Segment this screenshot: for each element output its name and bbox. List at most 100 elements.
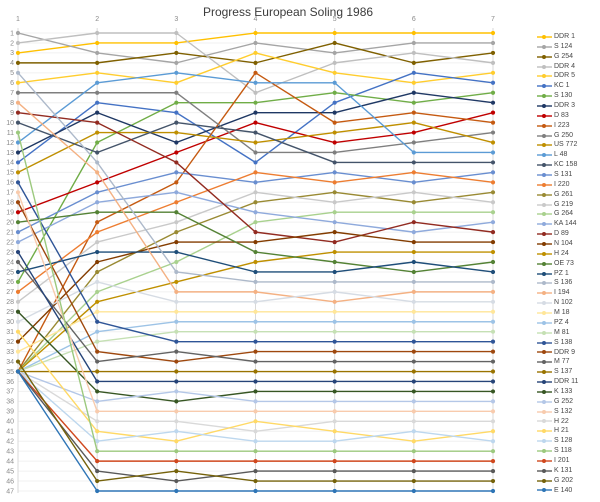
data-point-marker bbox=[490, 30, 496, 36]
x-tick-label: 4 bbox=[254, 16, 258, 23]
y-tick-label: 43 bbox=[6, 448, 14, 455]
legend-item: D 83 bbox=[537, 111, 599, 121]
data-point-marker bbox=[411, 269, 416, 275]
y-tick-label: 2 bbox=[10, 40, 14, 47]
data-point-marker bbox=[332, 369, 337, 374]
data-point-marker bbox=[332, 468, 337, 474]
series-l-48 bbox=[15, 70, 496, 155]
legend-label: M 81 bbox=[554, 328, 570, 336]
legend-line-swatch-icon bbox=[537, 429, 552, 434]
data-point-marker bbox=[174, 249, 179, 255]
y-tick-label: 4 bbox=[10, 60, 14, 67]
data-point-marker bbox=[411, 80, 416, 85]
data-point-marker bbox=[490, 40, 496, 46]
data-point-marker bbox=[332, 359, 337, 364]
data-point-marker bbox=[15, 70, 21, 75]
series-h-21 bbox=[15, 329, 496, 444]
y-tick-label: 18 bbox=[6, 200, 14, 207]
series-ddr-9 bbox=[15, 200, 496, 364]
data-point-marker bbox=[253, 150, 258, 155]
legend-line-swatch-icon bbox=[537, 153, 552, 158]
data-point-marker bbox=[411, 389, 416, 394]
data-point-marker bbox=[411, 230, 416, 235]
series-n-104 bbox=[15, 230, 496, 344]
data-point-marker bbox=[15, 170, 21, 175]
data-point-marker bbox=[411, 70, 416, 75]
legend-label: S 132 bbox=[554, 407, 573, 415]
data-point-marker bbox=[174, 150, 179, 155]
series-ddr-11 bbox=[15, 249, 496, 384]
legend-line-swatch-icon bbox=[537, 380, 552, 384]
data-point-marker bbox=[332, 170, 337, 175]
x-tick-label: 1 bbox=[16, 16, 20, 23]
legend-item: S 132 bbox=[537, 407, 599, 417]
data-point-marker bbox=[332, 259, 337, 265]
data-point-marker bbox=[253, 468, 258, 474]
legend-item: N 102 bbox=[537, 298, 599, 308]
legend-label: G 252 bbox=[554, 397, 574, 405]
data-point-marker bbox=[253, 349, 258, 354]
legend-line-swatch-icon bbox=[537, 54, 552, 59]
data-point-marker bbox=[332, 299, 337, 304]
y-tick-label: 3 bbox=[10, 50, 14, 57]
legend-item: G 264 bbox=[537, 209, 599, 219]
data-point-marker bbox=[95, 459, 100, 464]
legend-label: I 220 bbox=[554, 180, 570, 188]
data-point-marker bbox=[95, 249, 100, 255]
legend-item: G 250 bbox=[537, 131, 599, 141]
legend-label: N 102 bbox=[554, 299, 573, 307]
data-point-marker bbox=[490, 130, 496, 135]
y-tick-label: 12 bbox=[6, 140, 14, 147]
legend-item: DDR 9 bbox=[537, 348, 599, 358]
data-point-marker bbox=[174, 409, 179, 414]
data-point-marker bbox=[253, 339, 258, 344]
data-point-marker bbox=[490, 478, 496, 484]
legend-item: I 194 bbox=[537, 288, 599, 298]
y-tick-label: 25 bbox=[6, 269, 14, 276]
data-point-marker bbox=[411, 220, 416, 225]
data-point-marker bbox=[174, 379, 179, 384]
data-point-marker bbox=[174, 319, 179, 324]
y-tick-label: 20 bbox=[6, 219, 14, 226]
data-point-marker bbox=[411, 329, 416, 334]
y-axis-tick-labels: 1234567891011121314151617181920212223242… bbox=[6, 30, 14, 495]
y-tick-label: 27 bbox=[6, 289, 14, 296]
data-point-marker bbox=[490, 439, 496, 444]
data-point-marker bbox=[15, 80, 21, 85]
legend-label: H 21 bbox=[554, 427, 569, 435]
data-point-marker bbox=[490, 180, 496, 185]
legend-label: DDR 5 bbox=[554, 72, 576, 80]
legend-item: G 219 bbox=[537, 200, 599, 210]
data-point-marker bbox=[15, 140, 21, 145]
data-point-marker bbox=[95, 140, 100, 145]
legend-line-swatch-icon bbox=[537, 261, 552, 266]
data-point-marker bbox=[95, 419, 100, 424]
y-tick-label: 21 bbox=[6, 229, 14, 236]
data-point-marker bbox=[174, 40, 179, 46]
data-point-marker bbox=[174, 200, 179, 205]
data-point-marker bbox=[15, 299, 21, 304]
data-point-marker bbox=[332, 90, 337, 95]
data-point-marker bbox=[411, 459, 416, 464]
data-point-marker bbox=[15, 319, 21, 324]
legend-label: I 223 bbox=[554, 121, 570, 129]
data-point-marker bbox=[332, 120, 337, 125]
data-point-marker bbox=[15, 100, 21, 105]
data-point-marker bbox=[332, 130, 337, 135]
legend-label: PZ 4 bbox=[554, 318, 569, 326]
legend-line-swatch-icon bbox=[537, 370, 552, 375]
data-point-marker bbox=[15, 190, 21, 195]
data-point-marker bbox=[174, 60, 179, 65]
legend-line-swatch-icon bbox=[537, 478, 552, 483]
y-tick-label: 10 bbox=[6, 120, 14, 127]
y-tick-label: 32 bbox=[6, 339, 14, 346]
data-point-marker bbox=[332, 210, 337, 215]
data-point-marker bbox=[174, 419, 179, 424]
data-point-marker bbox=[253, 220, 258, 225]
legend-item: G 202 bbox=[537, 476, 599, 486]
data-point-marker bbox=[411, 409, 416, 414]
y-tick-label: 8 bbox=[10, 100, 14, 107]
data-point-marker bbox=[490, 259, 496, 265]
